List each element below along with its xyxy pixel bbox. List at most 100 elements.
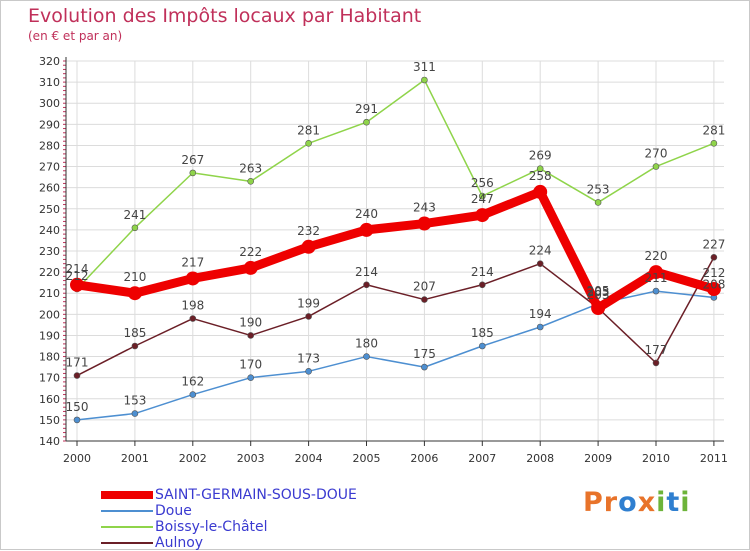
- data-point-aulnoy: [247, 332, 254, 339]
- data-label-saint-germain-sous-doue: 232: [297, 224, 320, 238]
- data-point-doue: [131, 410, 139, 417]
- data-label-saint-germain-sous-doue: 220: [645, 249, 668, 263]
- y-tick-label: 160: [39, 393, 60, 406]
- data-label-saint-germain-sous-doue: 243: [413, 201, 436, 215]
- legend-item-doue: Doue: [101, 503, 357, 519]
- y-tick-label: 260: [39, 182, 60, 195]
- data-label-doue: 153: [123, 394, 146, 408]
- x-tick-label: 2006: [410, 452, 438, 465]
- y-tick-label: 320: [39, 55, 60, 68]
- x-tick-label: 2004: [295, 452, 323, 465]
- series-line-doue: [76, 290, 715, 421]
- data-label-boissy-le-ch-tel: 270: [645, 147, 668, 161]
- logo-letter: t: [666, 487, 681, 518]
- data-point-aulnoy: [363, 281, 370, 289]
- axes: 140 150 160 170 180 190 200 210 220 230 240 250 260 2…: [39, 55, 728, 465]
- legend-swatch: [101, 510, 153, 512]
- data-point-boissy-le-ch-tel: [652, 163, 660, 170]
- data-label-doue: 180: [355, 337, 378, 351]
- data-label-aulnoy: 224: [529, 244, 552, 258]
- x-tick-label: 2005: [353, 452, 381, 465]
- data-point-boissy-le-ch-tel: [189, 169, 197, 177]
- data-label-saint-germain-sous-doue: 222: [239, 245, 262, 259]
- data-label-doue: 150: [66, 400, 89, 414]
- y-tick-label: 270: [39, 161, 60, 174]
- x-tick-label: 2002: [179, 452, 207, 465]
- data-point-boissy-le-ch-tel: [421, 76, 428, 84]
- data-point-aulnoy: [73, 372, 81, 379]
- x-tick-label: 2010: [642, 452, 670, 465]
- legend-label: SAINT-GERMAIN-SOUS-DOUE: [155, 487, 357, 503]
- data-point-aulnoy: [131, 342, 139, 350]
- data-label-aulnoy: 177: [645, 343, 668, 357]
- data-point-aulnoy: [421, 296, 428, 303]
- data-label-boissy-le-ch-tel: 281: [297, 123, 320, 137]
- data-label-aulnoy: 214: [471, 265, 494, 279]
- series-line-saint-germain-sous-doue: [72, 187, 719, 313]
- x-tick-label: 2011: [700, 452, 728, 465]
- data-label-aulnoy: 207: [413, 280, 436, 294]
- data-label-aulnoy: 203: [587, 288, 610, 302]
- data-label-saint-germain-sous-doue: 247: [471, 192, 494, 206]
- data-label-aulnoy: 199: [297, 296, 320, 310]
- series-line-boissy-le-ch-tel: [76, 79, 715, 290]
- proxiti-logo: Proxiti: [583, 487, 691, 518]
- data-label-saint-germain-sous-doue: 214: [66, 262, 89, 276]
- data-point-saint-germain-sous-doue: [243, 260, 258, 275]
- data-label-boissy-le-ch-tel: 281: [702, 123, 725, 137]
- chart-title: Evolution des Impôts locaux par Habitant: [28, 5, 422, 27]
- data-point-doue: [478, 342, 486, 350]
- data-label-boissy-le-ch-tel: 267: [181, 153, 204, 167]
- data-label-saint-germain-sous-doue: 217: [181, 255, 204, 269]
- y-tick-label: 210: [39, 287, 60, 300]
- legend-label: Boissy-le-Châtel: [155, 519, 268, 535]
- data-point-boissy-le-ch-tel: [594, 199, 602, 206]
- series-lines: [70, 76, 721, 424]
- data-point-saint-germain-sous-doue: [70, 277, 84, 292]
- data-label-aulnoy: 190: [239, 315, 262, 329]
- data-label-doue: 208: [702, 277, 725, 291]
- data-label-boissy-le-ch-tel: 256: [471, 176, 494, 190]
- data-label-boissy-le-ch-tel: 269: [529, 149, 552, 163]
- data-point-boissy-le-ch-tel: [363, 118, 370, 126]
- data-label-saint-germain-sous-doue: 210: [123, 270, 146, 284]
- data-point-boissy-le-ch-tel: [305, 140, 312, 147]
- x-tick-label: 2009: [584, 452, 612, 465]
- y-tick-label: 140: [39, 435, 60, 448]
- legend-swatch: [101, 542, 153, 544]
- legend-item-saint-germain: SAINT-GERMAIN-SOUS-DOUE: [101, 487, 357, 503]
- legend: SAINT-GERMAIN-SOUS-DOUE Doue Boissy-le-C…: [101, 487, 357, 551]
- data-point-aulnoy: [710, 254, 718, 261]
- data-label-aulnoy: 171: [66, 356, 89, 370]
- x-tick-label: 2003: [237, 452, 265, 465]
- data-label-boissy-le-ch-tel: 241: [123, 208, 146, 222]
- data-point-aulnoy: [189, 315, 197, 322]
- logo-letter: i: [680, 487, 691, 518]
- data-label-aulnoy: 198: [181, 299, 204, 313]
- data-label-saint-germain-sous-doue: 203: [587, 285, 610, 299]
- logo-letter: P: [583, 487, 604, 518]
- data-label-doue: 162: [181, 375, 204, 389]
- data-point-saint-germain-sous-doue: [533, 184, 548, 199]
- data-point-saint-germain-sous-doue: [185, 271, 200, 286]
- data-label-boissy-le-ch-tel: 212: [66, 269, 89, 283]
- data-label-aulnoy: 214: [355, 265, 378, 279]
- data-label-doue: 211: [645, 271, 668, 285]
- logo-letter: o: [618, 487, 638, 518]
- data-label-doue: 185: [471, 326, 494, 340]
- logo-letter: x: [637, 487, 657, 518]
- data-point-saint-germain-sous-doue: [301, 239, 316, 254]
- y-tick-label: 310: [39, 76, 60, 89]
- data-point-doue: [421, 363, 428, 371]
- grid: [66, 60, 724, 442]
- y-tick-label: 280: [39, 139, 60, 152]
- y-tick-label: 200: [39, 308, 60, 321]
- data-point-doue: [247, 374, 254, 381]
- y-tick-label: 220: [39, 266, 60, 279]
- data-point-saint-germain-sous-doue: [706, 282, 721, 296]
- x-tick-label: 2001: [121, 452, 149, 465]
- data-label-boissy-le-ch-tel: 263: [239, 161, 262, 175]
- data-point-saint-germain-sous-doue: [127, 286, 142, 301]
